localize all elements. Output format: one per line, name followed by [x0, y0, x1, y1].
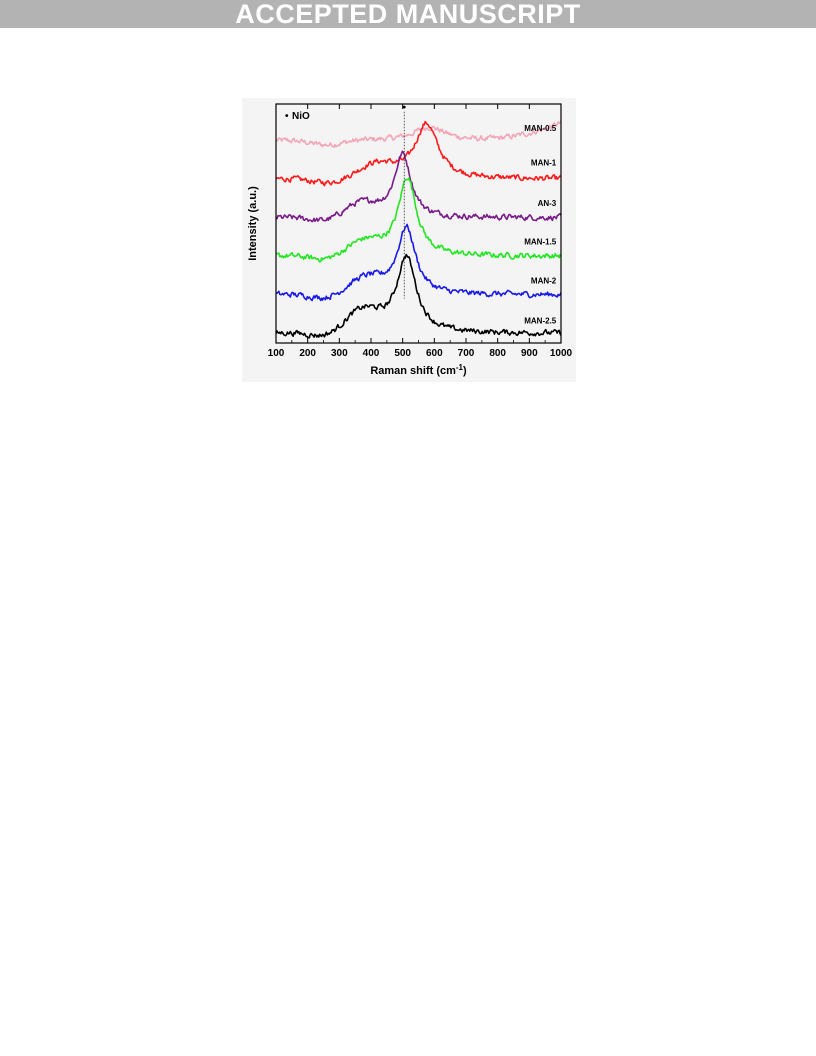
y-axis-title: Intensity (a.u.) [247, 186, 259, 261]
legend-label: NiO [292, 111, 310, 122]
x-tick-label-300: 300 [331, 348, 348, 359]
x-tick-label-400: 400 [363, 348, 380, 359]
raman-chart: MAN-0.5 MAN-1 AN-3 MAN-1.5 MAN-2 MAN-2.5 • 100 2… [247, 103, 573, 378]
x-tick-label-100: 100 [268, 348, 285, 359]
series-line-an-3 [275, 150, 562, 223]
x-tick-label-1000: 1000 [550, 348, 573, 359]
manuscript-banner: ACCEPTED MANUSCRIPT [0, 0, 816, 28]
x-tick-label-200: 200 [299, 348, 316, 359]
series-line-man-1 [275, 120, 562, 187]
series-label-man-1.5: MAN-1.5 [524, 238, 557, 247]
nio-peak-marker: • [402, 103, 406, 114]
x-tick-label-700: 700 [458, 348, 475, 359]
x-tick-label-800: 800 [489, 348, 506, 359]
series-line-man-2.5 [275, 253, 562, 339]
x-tick-label-600: 600 [426, 348, 443, 359]
series-label-an-3: AN-3 [538, 199, 557, 208]
banner-text: ACCEPTED MANUSCRIPT [235, 0, 581, 29]
series-line-man-1.5 [275, 177, 562, 263]
series-label-man-0.5: MAN-0.5 [524, 124, 557, 133]
x-axis-title-superscript: -1 [456, 363, 464, 372]
x-axis-title-close: ) [463, 365, 467, 377]
x-axis-title-main: Raman shift (cm [370, 365, 456, 377]
series-label-man-2.5: MAN-2.5 [524, 317, 557, 326]
series-label-man-1: MAN-1 [531, 159, 557, 168]
series-line-man-0.5 [275, 120, 562, 148]
plot-area: MAN-0.5 MAN-1 AN-3 MAN-1.5 MAN-2 MAN-2.5 • 100 2… [268, 103, 573, 359]
raman-figure: MAN-0.5 MAN-1 AN-3 MAN-1.5 MAN-2 MAN-2.5 • 100 2… [242, 98, 576, 382]
legend-marker: • [285, 111, 289, 122]
legend: • NiO [285, 111, 310, 122]
x-tick-label-500: 500 [394, 348, 411, 359]
x-axis-title: Raman shift (cm-1) [370, 363, 467, 378]
series-label-man-2: MAN-2 [531, 276, 557, 285]
axes-frame [275, 103, 562, 344]
x-tick-label-900: 900 [521, 348, 538, 359]
series-line-man-2 [275, 223, 562, 302]
